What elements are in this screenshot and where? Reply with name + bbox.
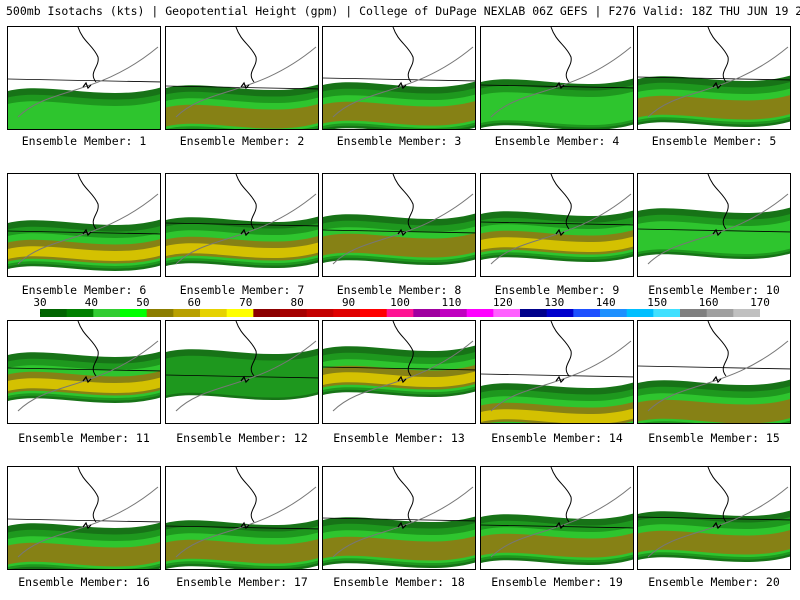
colorbar-tick-label: 80 (290, 296, 304, 309)
colorbar-swatch (120, 309, 148, 317)
ensemble-member-label: Ensemble Member: 20 (648, 575, 780, 589)
colorbar-tick-label: 160 (698, 296, 719, 309)
ensemble-member-label: Ensemble Member: 4 (494, 134, 620, 148)
ensemble-panel-3 (322, 26, 476, 130)
colorbar-swatch (520, 309, 548, 317)
ensemble-panel-14 (480, 320, 634, 424)
colorbar-swatch (93, 309, 121, 317)
ensemble-member-label: Ensemble Member: 5 (651, 134, 777, 148)
colorbar-swatch (146, 309, 174, 317)
colorbar-tick-label: 100 (390, 296, 410, 309)
colorbar-tick-label: 170 (750, 296, 770, 309)
ensemble-panel-15 (637, 320, 791, 424)
ensemble-member-label: Ensemble Member: 19 (491, 575, 623, 589)
ensemble-panel-7 (165, 173, 319, 277)
ensemble-panel-5 (637, 26, 791, 130)
ensemble-panel-13 (322, 320, 476, 424)
colorbar-swatch (626, 309, 654, 317)
ensemble-member-label: Ensemble Member: 10 (648, 283, 780, 297)
colorbar-swatch (653, 309, 681, 317)
colorbar-swatch (440, 309, 468, 317)
colorbar-swatch (253, 309, 281, 317)
colorbar-swatch (493, 309, 521, 317)
colorbar-swatch (706, 309, 734, 317)
ensemble-member-label: Ensemble Member: 12 (176, 431, 308, 445)
colorbar-swatch (600, 309, 628, 317)
ensemble-panel-12 (165, 320, 319, 424)
colorbar-tick-label: 140 (595, 296, 616, 309)
colorbar-tick-label: 150 (647, 296, 668, 309)
ensemble-panel-16 (7, 466, 161, 570)
ensemble-panel-17 (165, 466, 319, 570)
ensemble-member-label: Ensemble Member: 13 (333, 431, 465, 445)
ensemble-member-label: Ensemble Member: 17 (176, 575, 308, 589)
ensemble-panel-20 (637, 466, 791, 570)
map-title: 500mb Isotachs (kts) | Geopotential Heig… (6, 4, 800, 18)
colorbar-tick-label: 130 (544, 296, 565, 309)
colorbar-swatch (413, 309, 441, 317)
colorbar-swatch (546, 309, 574, 317)
ensemble-panel-19 (480, 466, 634, 570)
ensemble-panel-9 (480, 173, 634, 277)
ensemble-member-label: Ensemble Member: 7 (179, 283, 305, 297)
colorbar-swatch (66, 309, 94, 317)
ensemble-panel-18 (322, 466, 476, 570)
ensemble-member-label: Ensemble Member: 8 (336, 283, 462, 297)
colorbar-swatch (226, 309, 254, 317)
colorbar-swatch (573, 309, 601, 317)
colorbar-tick-label: 70 (239, 296, 253, 309)
ensemble-member-label: Ensemble Member: 9 (494, 283, 620, 297)
colorbar-tick-label: 40 (84, 296, 99, 309)
ensemble-member-label: Ensemble Member: 16 (18, 575, 150, 589)
ensemble-member-label: Ensemble Member: 15 (648, 431, 780, 445)
ensemble-panel-8 (322, 173, 476, 277)
colorbar-swatch (466, 309, 494, 317)
ensemble-panel-1 (7, 26, 161, 130)
ensemble-member-label: Ensemble Member: 18 (333, 575, 465, 589)
colorbar-tick-label: 90 (341, 296, 356, 309)
colorbar-swatch (280, 309, 308, 317)
colorbar-swatch (333, 309, 361, 317)
ensemble-panel-6 (7, 173, 161, 277)
ensemble-member-label: Ensemble Member: 3 (336, 134, 462, 148)
ensemble-panel-4 (480, 26, 634, 130)
ensemble-member-label: Ensemble Member: 11 (18, 431, 150, 445)
colorbar-swatch (173, 309, 201, 317)
colorbar-tick-label: 60 (187, 296, 201, 309)
ensemble-panel-10 (637, 173, 791, 277)
colorbar-swatch (386, 309, 414, 317)
colorbar-swatch (733, 309, 760, 317)
colorbar-swatch (200, 309, 228, 317)
ensemble-panel-11 (7, 320, 161, 424)
colorbar-tick-label: 30 (33, 296, 47, 309)
colorbar-tick-label: 110 (441, 296, 462, 309)
colorbar-swatch (680, 309, 708, 317)
ensemble-member-label: Ensemble Member: 14 (491, 431, 623, 445)
ensemble-member-label: Ensemble Member: 6 (21, 283, 147, 297)
colorbar (40, 309, 760, 317)
colorbar-tick-label: 50 (136, 296, 150, 309)
ensemble-member-label: Ensemble Member: 2 (179, 134, 305, 148)
colorbar-swatch (306, 309, 334, 317)
ensemble-panel-2 (165, 26, 319, 130)
ensemble-member-label: Ensemble Member: 1 (21, 134, 147, 148)
colorbar-swatch (360, 309, 388, 317)
colorbar-tick-label: 120 (492, 296, 513, 309)
colorbar-swatch (40, 309, 68, 317)
